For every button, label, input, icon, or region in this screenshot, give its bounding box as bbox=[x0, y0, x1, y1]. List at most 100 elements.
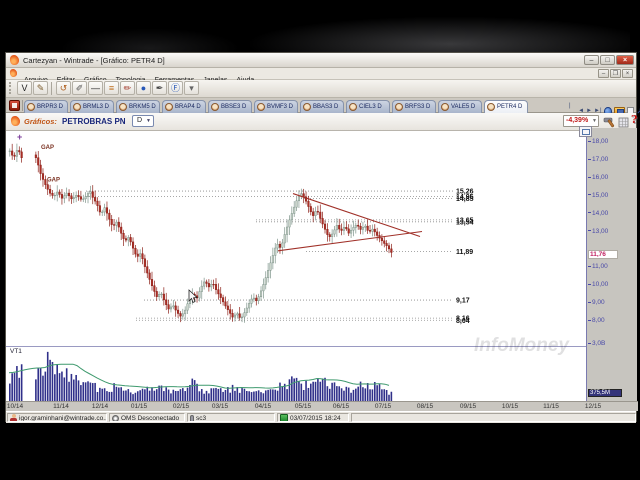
time-label: 01/15 bbox=[130, 403, 148, 410]
tab-bbse3-d[interactable]: BBSE3 D bbox=[208, 100, 252, 113]
chart-area[interactable]: 15,26 14,95 14,85 13,65 13,54 11,89 9,17 8,16 8,… bbox=[6, 131, 586, 401]
time-label: 12/14 bbox=[91, 403, 109, 410]
chart-header-label: Gráficos: bbox=[24, 117, 57, 126]
draw-tool-icon[interactable]: ✎ bbox=[33, 81, 48, 95]
application-window: Cartezyan - Wintrade - [Gráfico: PETR4 D… bbox=[5, 52, 640, 423]
new-chart-button[interactable] bbox=[9, 100, 20, 111]
toolbar-overflow-icon[interactable]: ▾ bbox=[184, 81, 199, 95]
tab-bvmf3-d[interactable]: BVMF3 D bbox=[254, 100, 298, 113]
avatar-icon bbox=[349, 103, 357, 111]
volume-pane[interactable]: VT1 bbox=[6, 346, 586, 401]
tab-vale5-d[interactable]: VALE5 D bbox=[438, 100, 482, 113]
time-label: 05/15 bbox=[294, 403, 312, 410]
prev-tab-icon[interactable]: ◄ bbox=[578, 108, 585, 114]
next-tab-icon[interactable]: ► bbox=[586, 108, 593, 114]
cube-icon[interactable] bbox=[618, 115, 629, 133]
window-title: Cartezyan - Wintrade - [Gráfico: PETR4 D… bbox=[23, 56, 165, 65]
time-label: 08/15 bbox=[416, 403, 434, 410]
price-tick: 16,00 bbox=[588, 174, 608, 181]
tab-brap4-d[interactable]: BRAP4 D bbox=[162, 100, 206, 113]
tab-brkm5-d[interactable]: BRKM5 D bbox=[116, 100, 160, 113]
triangle-lower[interactable] bbox=[277, 230, 423, 252]
tools-hammer-icon[interactable] bbox=[603, 115, 615, 133]
time-label: 11/14 bbox=[53, 403, 69, 410]
level-label: 14,95 bbox=[456, 194, 474, 201]
session-icon bbox=[190, 414, 194, 421]
price-tick: 14,00 bbox=[588, 210, 608, 217]
tab-brml3-d[interactable]: BRML3 D bbox=[70, 100, 114, 113]
restore-chart-icon[interactable] bbox=[579, 126, 592, 137]
tab-petr4-d[interactable]: PETR4 D bbox=[484, 100, 528, 113]
level-label: 8,04 bbox=[456, 318, 470, 325]
avatar-icon bbox=[441, 103, 449, 111]
time-axis[interactable]: 10/14 11/14 12/14 01/15 02/15 03/15 04/15 05/15… bbox=[6, 401, 638, 411]
avatar-icon bbox=[395, 103, 403, 111]
mouse-cursor bbox=[188, 289, 198, 304]
triangle-upper[interactable] bbox=[292, 193, 421, 238]
user-icon bbox=[10, 414, 17, 421]
status-user: igor.graminhani@wintrade.co... bbox=[7, 413, 107, 422]
price-tick: 8,00 bbox=[588, 317, 605, 324]
gap-annotation: GAP bbox=[41, 145, 54, 151]
toolbar-grip[interactable] bbox=[9, 82, 14, 94]
level-label: 13,54 bbox=[456, 219, 474, 226]
refresh-icon[interactable]: ↺ bbox=[56, 81, 71, 95]
mdi-minimize-button[interactable]: – bbox=[598, 69, 609, 78]
volume-current-marker: 375,5M bbox=[588, 389, 622, 397]
pen-tool-icon[interactable]: ✒ bbox=[152, 81, 167, 95]
chart-header: Gráficos: PETROBRAS PN D ▼ -4,39% ▼ ? bbox=[6, 113, 638, 133]
avatar-icon bbox=[119, 103, 127, 111]
globe-icon[interactable]: ● bbox=[136, 81, 151, 95]
status-bar: igor.graminhani@wintrade.co... OMS Desco… bbox=[6, 411, 636, 423]
oms-status-icon bbox=[112, 414, 119, 421]
time-label: 10/14 bbox=[6, 403, 24, 410]
gap-annotation: GAP bbox=[47, 178, 60, 184]
level-label: 14,85 bbox=[456, 196, 474, 203]
tab-bbas3-d[interactable]: BBAS3 D bbox=[300, 100, 344, 113]
level-label: 15,26 bbox=[456, 189, 474, 196]
menu-bar: ArquivoEditarGráficoTopologiaFerramentas… bbox=[6, 68, 636, 84]
horizontal-line-tool-icon[interactable]: — bbox=[88, 81, 103, 95]
drawing-point-marker: + bbox=[17, 132, 22, 142]
close-button[interactable]: × bbox=[616, 55, 634, 65]
price-axis[interactable]: 18,00 17,00 16,00 15,00 14,00 13,00 11,00 10,00… bbox=[586, 128, 637, 401]
trendline-tool-icon[interactable]: ✐ bbox=[72, 81, 87, 95]
time-label: 12/15 bbox=[584, 403, 602, 410]
minimize-button[interactable]: – bbox=[584, 55, 599, 65]
divider bbox=[22, 100, 23, 111]
price-tick: 17,00 bbox=[588, 156, 608, 163]
last-tab-icon[interactable]: ►| bbox=[594, 108, 602, 114]
brush-tool-icon[interactable]: ✏ bbox=[120, 81, 135, 95]
price-plot[interactable]: 15,26 14,95 14,85 13,65 13,54 11,89 9,17 8,16 8,… bbox=[6, 131, 586, 346]
chart-window-icon bbox=[9, 68, 18, 78]
avatar-icon bbox=[211, 103, 219, 111]
last-price-marker: 11,76 bbox=[588, 249, 618, 259]
indicator-icon[interactable]: Ⓕ bbox=[168, 81, 183, 95]
time-label: 04/15 bbox=[254, 403, 272, 410]
help-icon[interactable]: ? bbox=[631, 113, 638, 126]
maximize-button[interactable]: □ bbox=[600, 55, 615, 65]
status-datetime: 03/07/2015 18:24 bbox=[277, 413, 349, 422]
price-tick: 9,00 bbox=[588, 299, 605, 306]
toolbar: V ✎ ↺ ✐ — ≡ ✏ ● ✒ Ⓕ ▾ bbox=[6, 80, 636, 98]
time-label: 10/15 bbox=[501, 403, 519, 410]
time-label: 06/15 bbox=[332, 403, 350, 410]
mdi-close-button[interactable]: × bbox=[622, 69, 633, 78]
mdi-restore-button[interactable]: ❐ bbox=[610, 69, 621, 78]
detach-icon[interactable]: ↗ bbox=[636, 106, 640, 116]
volume-indicator-label: VT1 bbox=[10, 348, 22, 355]
avatar-icon bbox=[165, 103, 173, 111]
level-label: 8,16 bbox=[456, 316, 470, 323]
price-tick: 13,00 bbox=[588, 228, 608, 235]
timeframe-select[interactable]: D ▼ bbox=[132, 115, 154, 127]
tab-brfs3-d[interactable]: BRFS3 D bbox=[392, 100, 436, 113]
tab-brpr3-d[interactable]: BRPR3 D bbox=[24, 100, 68, 113]
price-tick: 11,00 bbox=[588, 263, 608, 270]
time-label: 03/15 bbox=[211, 403, 229, 410]
title-bar: Cartezyan - Wintrade - [Gráfico: PETR4 D… bbox=[6, 53, 636, 68]
watermark: InfoMoney bbox=[474, 335, 569, 356]
select-tool-icon[interactable]: V bbox=[17, 81, 32, 95]
tab-ciel3-d[interactable]: CIEL3 D bbox=[346, 100, 390, 113]
fibonacci-levels-icon[interactable]: ≡ bbox=[104, 81, 119, 95]
